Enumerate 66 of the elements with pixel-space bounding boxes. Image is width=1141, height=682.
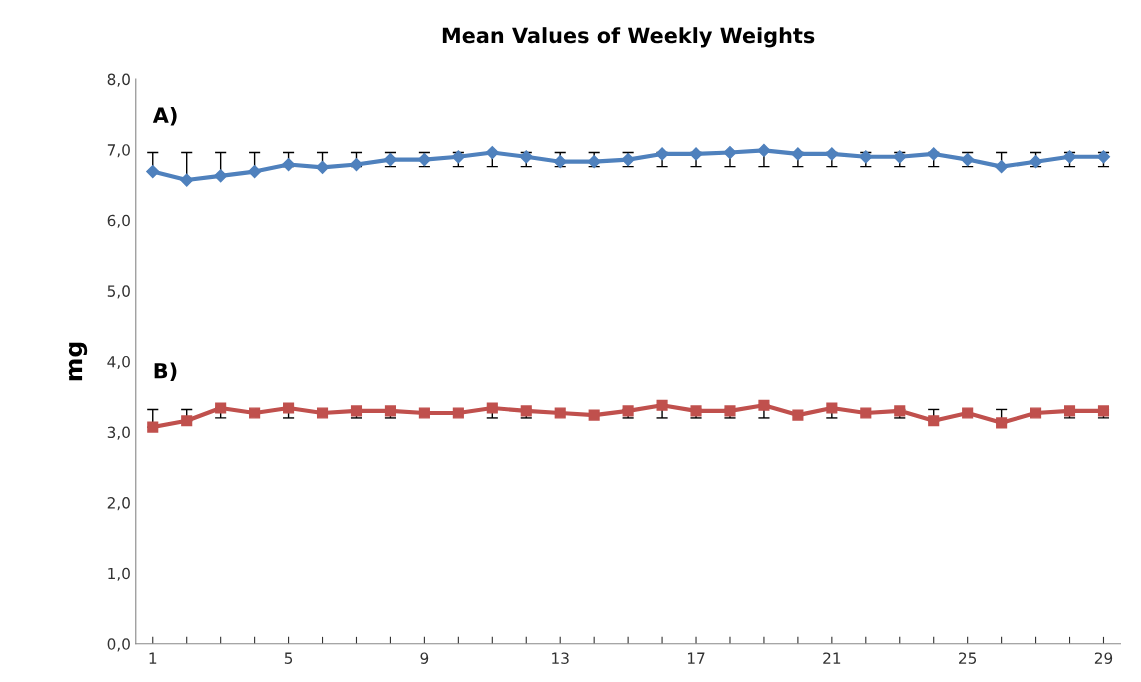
point	[554, 407, 566, 419]
point	[927, 147, 941, 161]
point	[587, 155, 601, 169]
point	[757, 143, 771, 157]
x-tick-label: 5	[284, 652, 293, 664]
point	[486, 402, 498, 414]
point	[147, 421, 159, 433]
point	[1028, 155, 1043, 169]
point	[1030, 407, 1042, 419]
point	[281, 157, 296, 172]
x-tick-label: 21	[823, 652, 841, 664]
point	[315, 160, 330, 174]
y-tick-label: 0,0	[107, 638, 130, 652]
y-tick-label: 8,0	[107, 73, 130, 87]
x-tick-label: 13	[552, 652, 569, 664]
x-tick-label: 17	[687, 652, 705, 664]
point	[248, 164, 262, 179]
chart-title: Mean Values of Weekly Weights	[442, 27, 815, 48]
point	[553, 155, 567, 169]
point	[1096, 150, 1111, 164]
point	[146, 164, 160, 179]
point	[689, 147, 703, 161]
point	[215, 402, 227, 414]
point	[451, 150, 465, 164]
point	[791, 147, 805, 161]
point	[962, 407, 974, 419]
point	[996, 417, 1008, 429]
y-tick-label: 3,0	[107, 426, 130, 440]
y-tick-label: 1,0	[108, 567, 130, 581]
point	[893, 150, 907, 164]
point	[485, 145, 499, 160]
x-tick-label: 25	[959, 652, 977, 664]
point	[418, 407, 430, 419]
point	[452, 407, 464, 419]
point	[283, 402, 295, 414]
point	[180, 173, 194, 187]
point	[588, 409, 600, 421]
y-axis-title: mg	[68, 342, 88, 381]
y-tick-label: 6,0	[107, 214, 130, 228]
y-tick-label: 7,0	[107, 144, 130, 158]
y-tick-label: 2,0	[107, 497, 130, 511]
point	[656, 399, 668, 411]
y-tick-label: 5,0	[107, 285, 130, 299]
point	[214, 169, 228, 183]
x-tick-label: 1	[149, 652, 157, 664]
x-tick-label: 29	[1094, 652, 1113, 664]
series-label: A)	[152, 107, 177, 126]
point	[792, 409, 804, 421]
y-tick-label: 4,0	[107, 355, 130, 370]
point	[826, 402, 838, 414]
point	[316, 407, 329, 419]
point	[859, 150, 873, 164]
point	[723, 145, 737, 160]
point	[249, 407, 261, 419]
point	[825, 147, 839, 161]
point	[1062, 150, 1077, 164]
point	[995, 160, 1009, 174]
x-tick-label: 9	[420, 652, 429, 664]
point	[758, 399, 770, 411]
series-label: B)	[154, 362, 177, 382]
point	[519, 150, 533, 164]
point	[181, 415, 193, 427]
point	[655, 147, 669, 161]
point	[928, 415, 940, 427]
point	[860, 407, 872, 419]
point	[349, 157, 364, 172]
